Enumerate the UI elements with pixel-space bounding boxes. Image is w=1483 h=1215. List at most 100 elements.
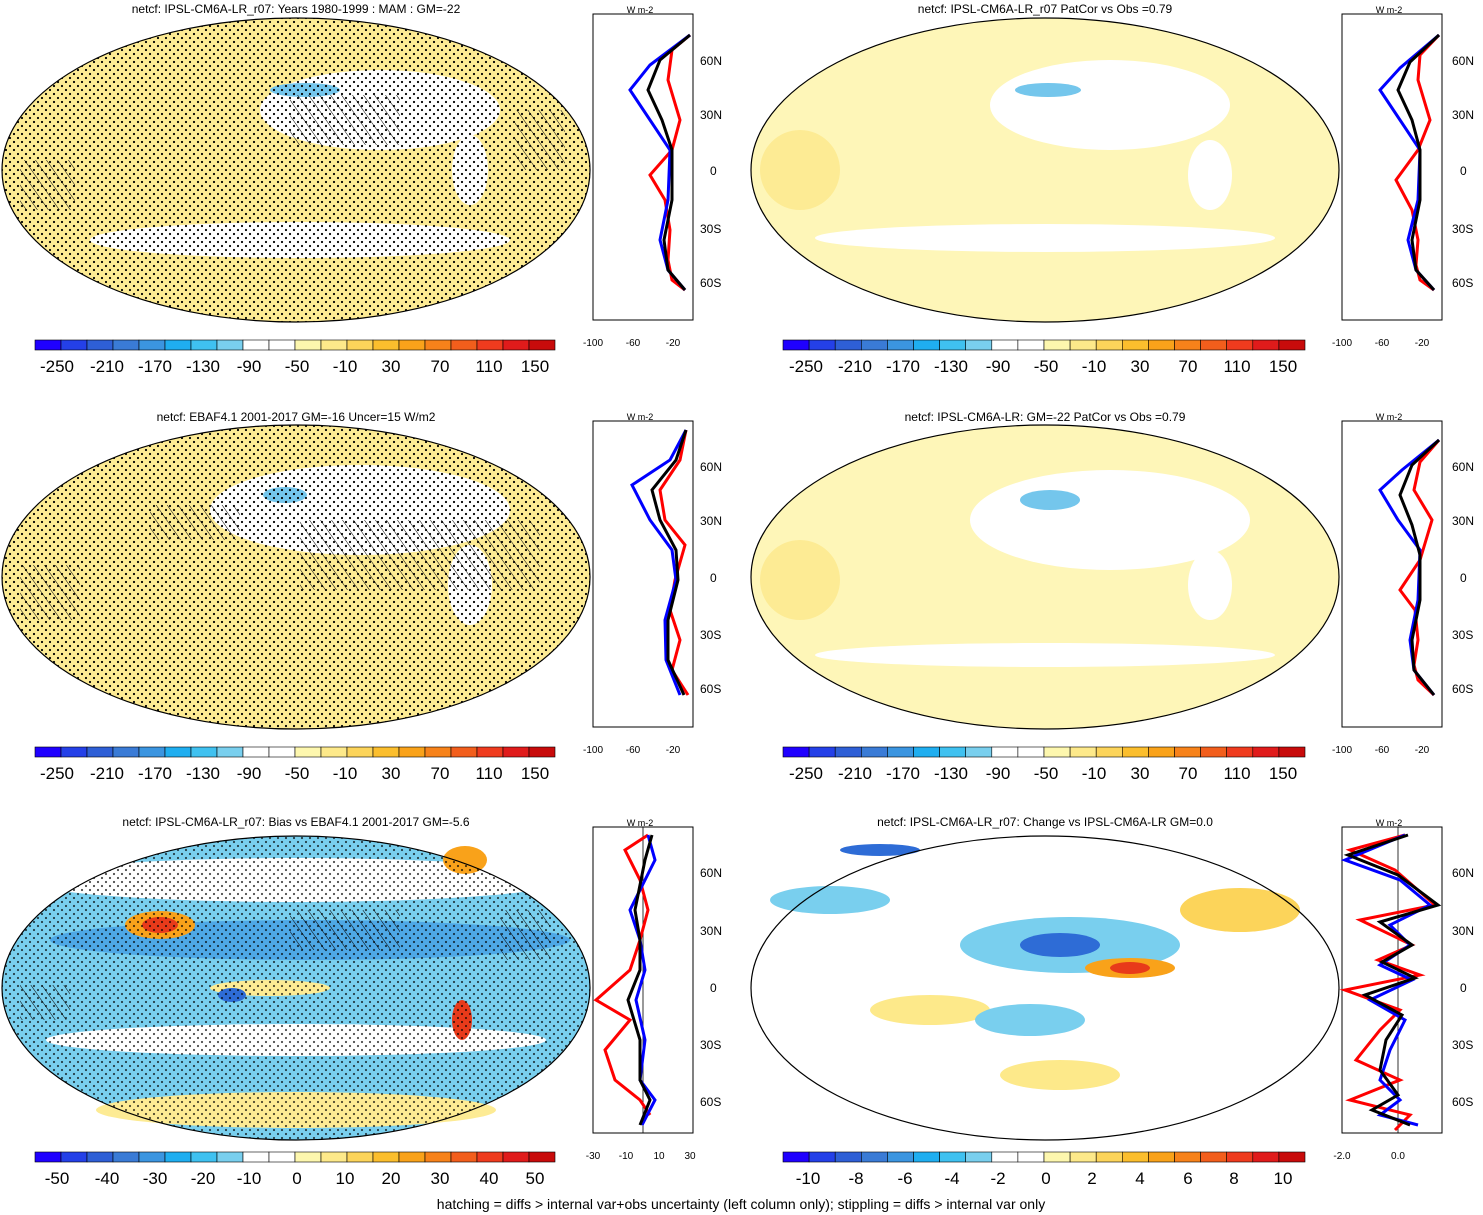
cbar-6-label: 2 <box>1087 1169 1096 1188</box>
colorbar-swatch <box>1122 339 1149 351</box>
colorbar-1 <box>34 339 556 351</box>
cbar-1-label: -250 <box>40 357 74 376</box>
cbar-3-label: -130 <box>186 764 220 783</box>
cbar-2-label: -50 <box>1034 357 1059 376</box>
colorbar-swatch <box>450 1151 478 1163</box>
zonal-2-lat-label: 30S <box>1452 222 1473 236</box>
zonal-5-x-tick: 30 <box>684 1151 696 1162</box>
zonal-5-line-red <box>593 833 652 1116</box>
colorbar-swatch <box>476 339 504 351</box>
map-6-blue-patch <box>975 1004 1085 1036</box>
colorbar-swatch <box>242 1151 270 1163</box>
map-6-yellow-patch <box>870 995 990 1025</box>
panel-3-title: netcf: EBAF4.1 2001-2017 GM=-16 Uncer=15… <box>157 410 436 424</box>
zonal-4-lat-label: 30S <box>1452 628 1473 642</box>
zonal-1-unit: W m-2 <box>627 5 654 15</box>
colorbar-4-labels: -250 -210 -170 -130 -90 -50 -10 30 70 11… <box>789 764 1297 783</box>
colorbar-swatch <box>1252 746 1280 758</box>
colorbar-swatch <box>528 746 556 758</box>
cbar-3-label: -250 <box>40 764 74 783</box>
cbar-4-label: 150 <box>1269 764 1297 783</box>
cbar-2-label: -130 <box>934 357 968 376</box>
zonal-3-x-tick: -20 <box>666 745 681 756</box>
panel-4-title: netcf: IPSL-CM6A-LR: GM=-22 PatCor vs Ob… <box>905 410 1186 424</box>
map-2-white-patch <box>815 224 1275 252</box>
zonal-5-x-tick: -30 <box>586 1151 601 1162</box>
colorbar-swatch <box>216 339 244 351</box>
map-2 <box>750 17 1340 323</box>
colorbar-swatch <box>320 746 348 758</box>
colorbar-swatch <box>398 746 426 758</box>
map-1-stippling <box>2 18 590 322</box>
zonal-3-x-tick: -100 <box>583 745 603 756</box>
colorbar-swatch <box>1122 746 1149 758</box>
map-4 <box>750 424 1340 730</box>
zonal-4-unit: W m-2 <box>1376 412 1403 422</box>
zonal-plot-4: W m-2 60N 30N 0 30S 60S -100 -60 -20 <box>1332 412 1474 756</box>
cbar-3-label: -170 <box>138 764 172 783</box>
zonal-5-lat-label: 30N <box>700 924 722 938</box>
colorbar-swatch <box>294 339 322 351</box>
cbar-2-label: -10 <box>1082 357 1107 376</box>
map-3-hatching <box>300 520 540 590</box>
colorbar-swatch <box>86 339 114 351</box>
cbar-5-label: 0 <box>292 1169 301 1188</box>
map-1 <box>1 17 591 323</box>
zonal-6-lat-label: 0 <box>1460 981 1467 995</box>
map-3-stippling <box>2 425 590 729</box>
zonal-6-line-black <box>1343 833 1442 1127</box>
colorbar-swatch <box>34 339 62 351</box>
zonal-5-lat-label: 30S <box>700 1038 721 1052</box>
colorbar-swatch <box>1017 1151 1045 1163</box>
zonal-2-lat-label: 30N <box>1452 108 1474 122</box>
cbar-2-label: -250 <box>789 357 823 376</box>
map-6 <box>750 835 1340 1141</box>
zonal-1-lat-label: 30S <box>700 222 721 236</box>
colorbar-6 <box>782 1151 1306 1163</box>
colorbar-5-labels: -50 -40 -30 -20 -10 0 10 20 30 40 50 <box>45 1169 545 1188</box>
zonal-plot-1: W m-2 60N 30N 0 30S 60S -100 -60 -20 <box>583 5 722 349</box>
cbar-6-label: -6 <box>897 1169 912 1188</box>
colorbar-swatch <box>372 339 400 351</box>
colorbar-swatch <box>346 339 374 351</box>
panel-6: netcf: IPSL-CM6A-LR_r07: Change vs IPSL-… <box>750 815 1474 1188</box>
colorbar-swatch <box>476 1151 504 1163</box>
colorbar-4 <box>782 746 1306 758</box>
cbar-4-label: -210 <box>838 764 872 783</box>
cbar-6-label: -2 <box>990 1169 1005 1188</box>
map-5-hatching <box>290 910 400 950</box>
map-3-hatching <box>150 505 240 540</box>
cbar-5-label: -40 <box>95 1169 120 1188</box>
zonal-1-x-tick: -20 <box>666 338 681 349</box>
map-5-outline <box>1 835 591 1141</box>
colorbar-swatch <box>372 746 400 758</box>
colorbar-swatch <box>1226 339 1254 351</box>
zonal-1-lat-label: 0 <box>710 164 717 178</box>
colorbar-2-labels: -250 -210 -170 -130 -90 -50 -10 30 70 11… <box>789 357 1297 376</box>
cbar-4-label: -10 <box>1082 764 1107 783</box>
colorbar-swatch <box>138 339 166 351</box>
cbar-4-label: 30 <box>1131 764 1150 783</box>
cbar-5-label: 40 <box>480 1169 499 1188</box>
colorbar-swatch <box>60 1151 88 1163</box>
colorbar-swatch <box>112 339 140 351</box>
zonal-4-x-tick: -100 <box>1332 745 1352 756</box>
colorbar-swatch <box>242 339 270 351</box>
panel-2: netcf: IPSL-CM6A-LR_r07 PatCor vs Obs =0… <box>750 2 1474 376</box>
colorbar-6-labels: -10 -8 -6 -4 -2 0 2 4 6 8 10 <box>796 1169 1293 1188</box>
cbar-6-label: -8 <box>848 1169 863 1188</box>
zonal-4-frame <box>1341 420 1443 728</box>
zonal-1-lat-label: 30N <box>700 108 722 122</box>
map-1-hatching <box>290 95 400 145</box>
cbar-3-label: -50 <box>285 764 310 783</box>
cbar-4-label: -50 <box>1034 764 1059 783</box>
colorbar-swatch <box>190 339 218 351</box>
colorbar-swatch <box>939 746 966 758</box>
map-6-deep-blue-patch <box>1020 933 1100 957</box>
cbar-4-label: 70 <box>1179 764 1198 783</box>
colorbar-swatch <box>1043 1151 1071 1163</box>
cbar-3-label: 150 <box>521 764 549 783</box>
cbar-2-label: -90 <box>986 357 1011 376</box>
colorbar-swatch <box>887 339 914 351</box>
zonal-6-x-tick: 0.0 <box>1391 1151 1405 1162</box>
